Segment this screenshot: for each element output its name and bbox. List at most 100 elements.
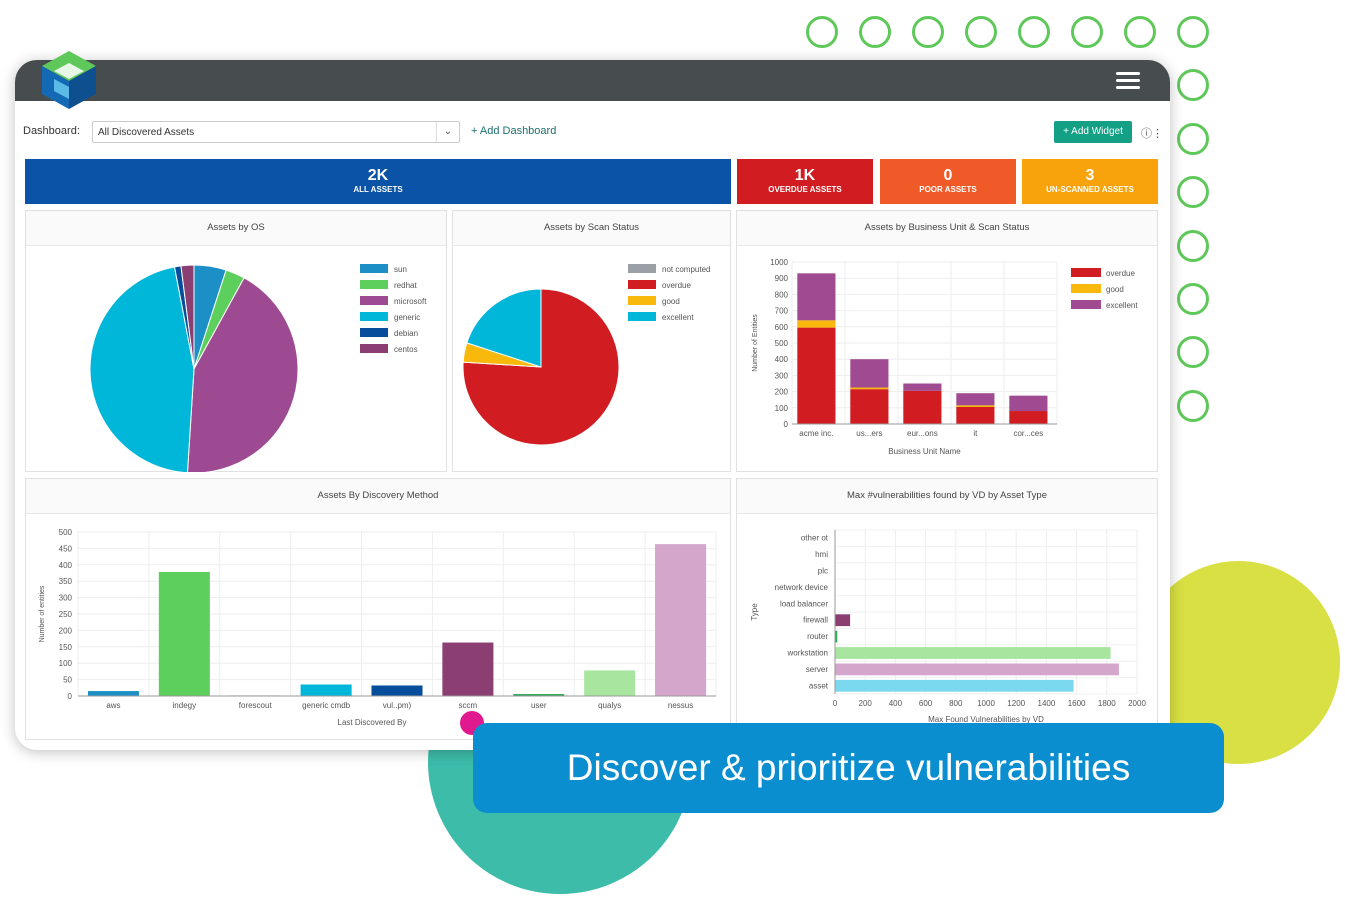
y-tick-label: 0 (68, 692, 73, 701)
x-tick-label: aws (106, 701, 120, 710)
kpi-value: 2K (367, 167, 389, 184)
bar-workstation (835, 647, 1111, 659)
bar-server (835, 663, 1119, 676)
widget-title: Assets by Scan Status (453, 211, 730, 246)
legend-swatch (1071, 300, 1101, 309)
chevron-down-icon[interactable]: ⌄ (436, 122, 459, 142)
add-widget-button[interactable]: + Add Widget (1054, 121, 1132, 143)
widget-title: Assets by Business Unit & Scan Status (737, 211, 1157, 246)
x-axis-label: Last Discovered By (338, 718, 407, 727)
dashboard-label: Dashboard: (23, 125, 80, 137)
x-tick-label: indegy (173, 701, 197, 710)
bar-aws (87, 691, 139, 696)
x-tick-label: user (531, 701, 547, 710)
legend-label: excellent (1106, 301, 1138, 310)
banner-text: Discover & prioritize vulnerabilities (566, 747, 1131, 788)
kpi-value: 1K (794, 167, 816, 184)
y-tick-label: other ot (801, 534, 829, 543)
y-axis-label: Number of entities (39, 585, 46, 642)
bar-excellent (903, 383, 942, 391)
kpi-label: ALL ASSETS (353, 185, 403, 194)
bar-overdue (1009, 411, 1048, 424)
kpi-value: 3 (1085, 167, 1095, 184)
y-tick-label: 600 (775, 323, 789, 332)
widget-title: Assets by OS (26, 211, 446, 246)
add-dashboard-link[interactable]: + Add Dashboard (471, 125, 557, 137)
x-tick-label: 1400 (1038, 699, 1056, 708)
widget-title: Assets By Discovery Method (26, 479, 730, 514)
legend-label: excellent (662, 313, 694, 322)
dashboard-select[interactable]: All Discovered Assets ⌄ (92, 121, 460, 143)
pie-slice-centos (180, 264, 195, 370)
widget-max-vulnerabilities-by-type: Max #vulnerabilities found by VD by Asse… (736, 478, 1158, 740)
x-tick-label: vul..pm) (383, 701, 412, 710)
dashboard-toolbar: Dashboard: All Discovered Assets ⌄ + Add… (15, 101, 1170, 151)
y-tick-label: plc (818, 566, 828, 575)
pie-slice-excellent (466, 288, 542, 368)
y-tick-label: 400 (775, 355, 789, 364)
x-tick-label: 1000 (977, 699, 995, 708)
y-tick-label: 500 (775, 339, 789, 348)
bar-indegy (158, 572, 210, 696)
legend-label: generic (394, 313, 420, 322)
y-tick-label: 200 (775, 388, 789, 397)
bar-firewall (835, 614, 851, 627)
y-tick-label: server (806, 665, 829, 674)
pie-slice-generic (89, 266, 195, 472)
y-tick-label: 700 (775, 307, 789, 316)
legend-swatch (360, 312, 388, 321)
y-tick-label: 800 (775, 290, 789, 299)
legend-swatch (1071, 284, 1101, 293)
bar-good (956, 405, 995, 407)
x-tick-label: generic cmdb (302, 701, 351, 710)
bar-excellent (797, 273, 836, 321)
x-tick-label: cor...ces (1013, 429, 1043, 438)
x-axis-label: Business Unit Name (888, 447, 961, 456)
pie-chart-os: sun redhat microsoft generic debian centos (89, 264, 427, 472)
x-tick-label: sccm (459, 701, 478, 710)
kpi-overdue-assets[interactable]: 1K OVERDUE ASSETS (737, 159, 873, 204)
menu-icon[interactable] (1116, 72, 1140, 90)
y-tick-label: 350 (59, 577, 73, 586)
y-tick-label: 300 (59, 594, 73, 603)
y-tick-label: 900 (775, 274, 789, 283)
kpi-label: POOR ASSETS (919, 185, 977, 194)
y-tick-label: network device (775, 583, 829, 592)
y-tick-label: 50 (63, 676, 72, 685)
x-tick-label: forescout (239, 701, 273, 710)
bar-sccm (442, 642, 494, 696)
legend-label: overdue (662, 281, 691, 290)
y-tick-label: hmi (815, 550, 828, 559)
bar-generic-cmdb (300, 684, 352, 696)
legend-swatch (360, 344, 388, 353)
legend-label: redhat (394, 281, 417, 290)
y-tick-label: 1000 (770, 258, 788, 267)
y-tick-label: 100 (775, 404, 789, 413)
x-tick-label: it (973, 429, 978, 438)
legend-label: sun (394, 265, 407, 274)
x-tick-label: 1200 (1007, 699, 1025, 708)
y-tick-label: 250 (59, 610, 73, 619)
bar-qualys (584, 670, 636, 696)
x-tick-label: acme inc. (799, 429, 833, 438)
x-tick-label: 600 (919, 699, 933, 708)
legend-label: good (662, 297, 680, 306)
bar-chart-discovery-method: 0 50 100 150 200 250 300 350 400 450 500 aws indegy f… (39, 528, 717, 727)
y-tick-label: 150 (59, 643, 73, 652)
legend-swatch (1071, 268, 1101, 277)
kpi-unscanned-assets[interactable]: 3 UN-SCANNED ASSETS (1022, 159, 1158, 204)
kpi-poor-assets[interactable]: 0 POOR ASSETS (880, 159, 1016, 204)
y-tick-label: 400 (59, 561, 73, 570)
info-icon[interactable]: ⓘ⋮ (1141, 128, 1163, 140)
kpi-all-assets[interactable]: 2K ALL ASSETS (25, 159, 731, 204)
y-tick-label: 100 (59, 659, 73, 668)
bar-excellent (956, 393, 995, 406)
y-tick-label: workstation (787, 648, 828, 657)
pie-slice-microsoft (187, 277, 299, 472)
x-tick-label: nessus (668, 701, 693, 710)
legend-swatch (360, 264, 388, 273)
promo-banner: Discover & prioritize vulnerabilities (473, 723, 1224, 813)
legend-label: centos (394, 345, 418, 354)
pie-chart-scan-status: not computed overdue good excellent (462, 264, 710, 446)
legend-label: not computed (662, 265, 710, 274)
